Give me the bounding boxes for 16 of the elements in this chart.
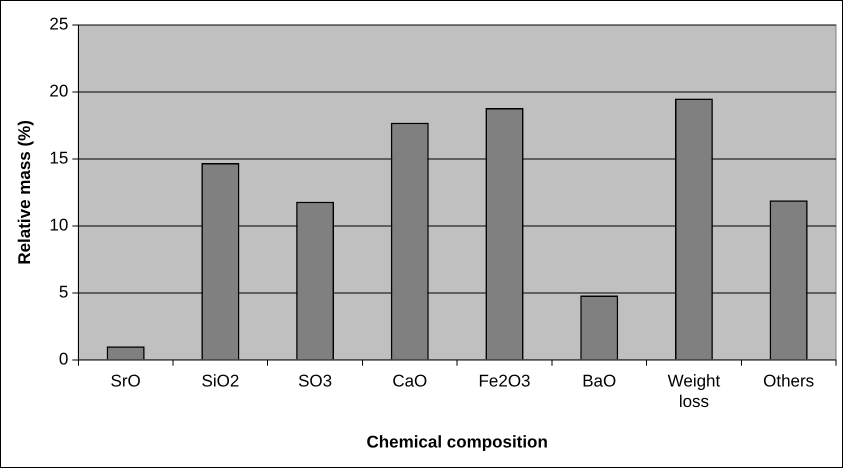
y-axis-title: Relative mass (%) [14, 120, 34, 265]
y-tick-label: 20 [49, 82, 68, 101]
x-tick-label: SrO [110, 372, 141, 391]
x-tick-label: Others [763, 372, 814, 391]
y-tick-label: 25 [49, 14, 68, 34]
x-tick-label: BaO [582, 372, 616, 391]
x-tick-label: Fe2O3 [478, 372, 530, 391]
y-tick-label: 10 [49, 216, 68, 235]
x-tick-label: CaO [392, 372, 428, 391]
y-tick-label: 5 [58, 282, 68, 302]
x-tick-label: SiO2 [201, 372, 240, 391]
y-tick-label: 15 [49, 148, 68, 168]
x-axis-title: Chemical composition [366, 432, 548, 452]
y-tick-label: 0 [58, 349, 68, 368]
x-tick-label: SO3 [298, 372, 332, 391]
x-tick-label: Weight loss [668, 372, 721, 412]
